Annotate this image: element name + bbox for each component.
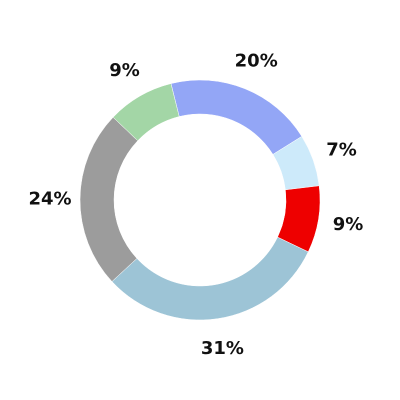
slice-label-0: 20% — [235, 50, 278, 71]
donut-slices — [79, 79, 321, 321]
donut-labels: 20% 7% 9% 31% 24% 9% — [28, 50, 363, 358]
donut-slice-0 — [170, 79, 303, 155]
slice-label-4: 24% — [28, 188, 71, 209]
slice-label-3: 31% — [201, 338, 244, 359]
slice-label-2: 9% — [333, 214, 364, 235]
slice-label-5: 9% — [109, 60, 140, 81]
slice-label-1: 7% — [326, 140, 357, 161]
donut-slice-4 — [79, 116, 139, 282]
donut-slice-3 — [111, 236, 309, 321]
donut-slice-5 — [112, 83, 180, 142]
